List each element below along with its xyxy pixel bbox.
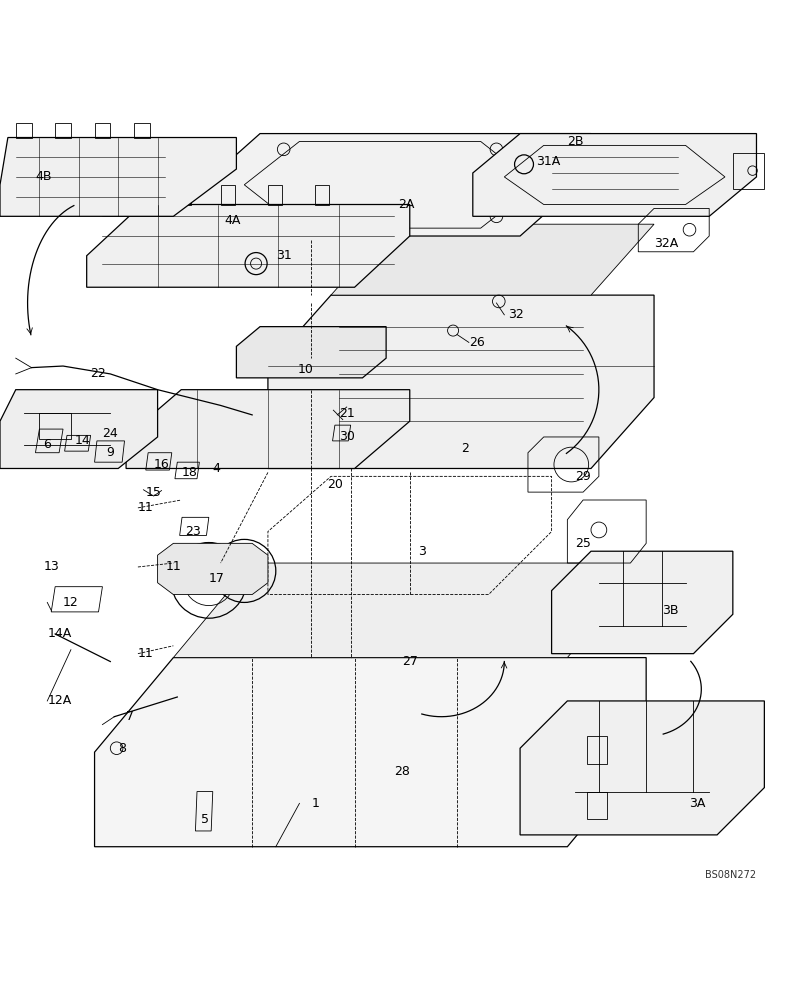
Text: 11: 11: [165, 560, 181, 573]
Text: 32A: 32A: [654, 237, 678, 250]
Polygon shape: [189, 134, 591, 236]
Polygon shape: [87, 205, 410, 287]
Circle shape: [201, 572, 217, 588]
Polygon shape: [173, 563, 646, 658]
Text: 14: 14: [75, 434, 91, 447]
Bar: [39, 413, 71, 439]
Text: 4: 4: [213, 462, 221, 475]
Text: 31A: 31A: [536, 155, 560, 168]
Text: 20: 20: [327, 478, 343, 491]
Text: 22: 22: [91, 367, 106, 380]
Text: 7: 7: [126, 710, 134, 723]
Text: 26: 26: [469, 336, 485, 349]
Polygon shape: [331, 224, 654, 295]
Text: 23: 23: [185, 525, 201, 538]
Text: 2: 2: [461, 442, 469, 455]
Text: 25: 25: [575, 537, 591, 550]
Text: 3B: 3B: [662, 604, 678, 617]
Text: 3A: 3A: [690, 797, 706, 810]
Text: 21: 21: [339, 407, 355, 420]
Text: 10: 10: [298, 363, 314, 376]
Text: 24: 24: [102, 427, 118, 440]
Text: 30: 30: [339, 430, 355, 443]
Polygon shape: [95, 658, 646, 847]
Text: 13: 13: [43, 560, 59, 573]
Polygon shape: [0, 390, 158, 468]
Polygon shape: [268, 295, 654, 468]
Text: 28: 28: [394, 765, 410, 778]
Text: 12: 12: [63, 596, 79, 609]
Text: 11: 11: [138, 647, 154, 660]
Text: 17: 17: [209, 572, 225, 585]
Bar: [587, 792, 607, 819]
Text: 4A: 4A: [225, 214, 241, 227]
Text: 3: 3: [418, 545, 426, 558]
Text: 32: 32: [508, 308, 524, 321]
Polygon shape: [0, 138, 236, 216]
Text: 31: 31: [276, 249, 292, 262]
Text: BS08N272: BS08N272: [705, 870, 756, 880]
Text: 27: 27: [402, 655, 418, 668]
Polygon shape: [473, 134, 756, 216]
Polygon shape: [552, 551, 733, 654]
Text: 16: 16: [154, 458, 169, 471]
Text: 4B: 4B: [35, 170, 52, 183]
Text: 14A: 14A: [47, 627, 72, 640]
Text: 11: 11: [138, 501, 154, 514]
Text: 2B: 2B: [567, 135, 584, 148]
Text: 1: 1: [311, 797, 319, 810]
Text: 8: 8: [118, 742, 126, 755]
Text: 29: 29: [575, 470, 591, 483]
Polygon shape: [126, 390, 410, 468]
Text: 2A: 2A: [398, 198, 414, 211]
Text: 18: 18: [181, 466, 197, 479]
Polygon shape: [158, 543, 268, 595]
Text: 12A: 12A: [47, 694, 72, 707]
Text: 15: 15: [146, 486, 162, 499]
Polygon shape: [520, 701, 764, 835]
Bar: [587, 736, 607, 764]
Text: 9: 9: [106, 446, 114, 459]
Polygon shape: [236, 327, 386, 378]
Text: 6: 6: [43, 438, 51, 451]
Text: 5: 5: [201, 813, 209, 826]
